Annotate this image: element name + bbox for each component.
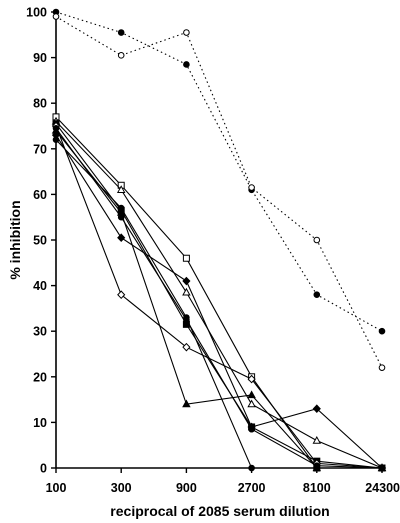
data-point-open-diamond	[117, 290, 126, 300]
data-point-filled-circle	[248, 425, 255, 433]
data-point-filled-circle	[117, 213, 125, 221]
data-point-filled-diamond	[117, 233, 126, 243]
data-point-filled-circle	[117, 204, 125, 212]
data-point-open-triangle	[182, 287, 191, 296]
data-point-filled-circle	[183, 61, 190, 68]
series-line	[55, 123, 383, 469]
data-point-open-circle	[52, 13, 60, 20]
data-point-open-triangle	[247, 399, 256, 408]
series-5	[51, 125, 387, 472]
data-point-filled-circle	[52, 136, 60, 143]
series-line	[55, 125, 383, 469]
y-tick-label: 60	[33, 188, 47, 202]
data-point-filled-triangle	[182, 399, 191, 408]
y-tick-label: 90	[33, 51, 47, 65]
series-3	[52, 113, 386, 472]
series-line	[55, 134, 383, 469]
y-tick-label: 0	[40, 462, 47, 476]
data-point-open-circle	[378, 364, 386, 371]
series-6	[52, 120, 386, 472]
series-layer	[51, 8, 387, 473]
series-2	[52, 13, 386, 371]
x-ticks: 100 300 900 2700 8100 24300	[46, 468, 400, 495]
data-point-open-circle	[183, 29, 190, 36]
series-line	[55, 116, 382, 469]
data-point-open-diamond	[247, 374, 256, 384]
data-point-open-circle	[248, 184, 255, 191]
data-point-filled-circle	[378, 327, 386, 335]
data-point-open-triangle	[116, 185, 126, 193]
data-point-filled-circle	[52, 124, 60, 132]
y-tick-label: 40	[33, 279, 47, 293]
series-1	[52, 8, 386, 335]
data-point-filled-circle	[313, 462, 321, 470]
y-tick-label: 30	[33, 325, 47, 339]
y-tick-label: 100	[26, 6, 47, 20]
series-4	[51, 116, 387, 472]
y-tick-label: 80	[33, 97, 47, 111]
series-line	[55, 130, 382, 469]
y-tick-label: 10	[33, 416, 47, 430]
data-point-filled-circle	[117, 29, 125, 36]
series-9	[51, 121, 387, 473]
series-7	[51, 130, 387, 473]
data-point-filled-circle	[248, 464, 255, 472]
series-line	[55, 11, 383, 332]
series-line	[55, 16, 383, 368]
series-10	[52, 124, 386, 472]
data-point-open-diamond	[182, 342, 191, 352]
y-tick-label: 70	[33, 142, 47, 156]
y-tick-label: 20	[33, 370, 47, 384]
y-ticks: 0 10 20 30 40 50 60 70 80 90 100	[26, 6, 56, 476]
data-point-filled-triangle	[247, 390, 256, 399]
x-axis-title: reciprocal of 2085 serum dilution	[110, 503, 329, 519]
data-point-filled-diamond	[182, 276, 191, 286]
series-line	[55, 127, 383, 469]
x-tick-label: 900	[176, 481, 197, 495]
y-axis-title: % inhibition	[7, 200, 23, 279]
x-tick-label: 300	[111, 481, 132, 495]
data-point-filled-circle	[378, 464, 386, 472]
data-point-open-circle	[117, 52, 125, 59]
x-tick-label: 2700	[238, 481, 266, 495]
series-line	[55, 121, 383, 469]
data-point-open-circle	[313, 236, 321, 244]
x-tick-label: 100	[46, 481, 67, 495]
data-point-filled-circle	[313, 291, 321, 299]
series-line	[55, 139, 382, 469]
data-point-open-square	[182, 254, 190, 262]
x-tick-label: 8100	[303, 481, 331, 495]
y-tick-label: 50	[33, 234, 47, 248]
data-point-open-triangle	[312, 436, 322, 444]
x-tick-label: 24300	[365, 481, 400, 495]
data-point-filled-circle	[183, 316, 190, 324]
data-point-filled-diamond	[312, 404, 321, 414]
